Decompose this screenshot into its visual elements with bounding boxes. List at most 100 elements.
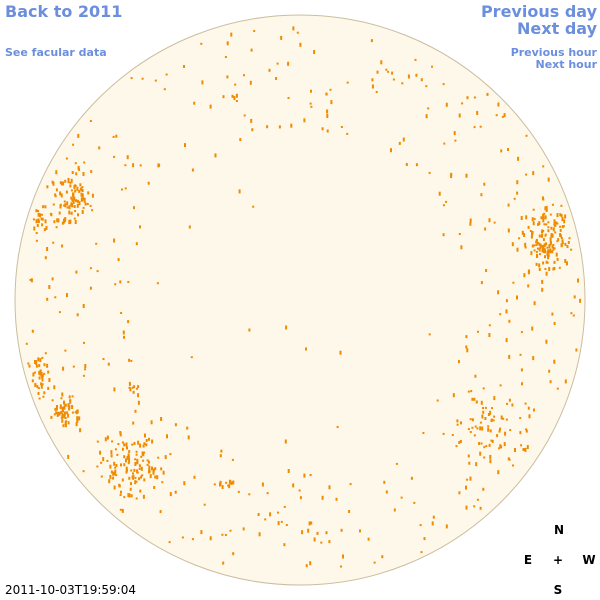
facula [546,261,549,264]
facula [35,209,38,213]
facula [495,114,498,117]
facula [135,242,138,246]
facula [110,450,113,455]
facula [35,362,38,365]
facula [551,250,554,254]
previous-day-link[interactable]: Previous day [481,2,598,21]
facula [467,428,470,431]
facula [505,338,508,343]
facula [310,521,313,525]
facula [428,333,431,336]
facula [540,216,543,220]
facula [536,247,539,250]
facula [52,241,55,244]
facula [40,382,43,386]
facula [544,206,547,211]
facula [520,368,523,372]
facula [479,451,482,456]
facula [479,426,482,431]
facula [60,416,63,419]
facula [542,165,545,168]
facula [43,391,46,395]
facula [98,146,101,150]
facula [128,458,131,463]
facula [483,446,486,449]
facula [157,456,160,459]
facula [558,266,561,269]
facula [34,371,36,374]
facula [127,493,130,498]
facula [548,244,551,246]
facula [545,242,548,246]
facula [68,205,71,210]
facula [219,454,222,458]
facula [37,392,40,395]
facula [373,561,376,564]
previous-hour-link[interactable]: Previous hour [511,46,598,59]
facula [469,476,472,481]
facula [237,490,240,493]
facula [226,41,229,46]
facula [454,139,457,142]
facula [546,252,549,256]
facula [116,453,119,456]
facula [203,503,206,506]
facular-data-link[interactable]: See facular data [5,46,107,59]
facula [61,392,64,397]
facula [456,419,459,423]
facula [37,212,40,217]
facula [535,262,538,266]
facula [226,75,229,79]
facula [73,205,76,208]
facula [35,232,38,234]
facula [549,380,552,384]
facula [283,543,286,547]
facula [553,322,556,325]
facula [438,191,441,196]
facula [525,134,528,137]
facula [489,459,492,464]
facula [292,26,295,31]
facula [84,368,86,371]
facula [487,425,490,428]
facula [152,468,155,473]
facula [56,412,59,417]
facula [556,222,559,225]
facula [82,206,85,209]
facula [264,518,267,521]
facula [25,342,28,345]
facula [443,142,446,145]
facula [499,444,502,449]
facula [482,407,484,409]
facula [519,417,522,420]
facula [539,244,542,249]
facula [69,184,72,188]
back-link[interactable]: Back to 2011 [5,2,122,21]
facula [79,428,82,433]
facula [151,466,153,471]
facula [132,421,135,425]
facula [349,483,352,486]
facula [31,329,34,333]
facula [549,241,552,245]
facula [442,204,445,207]
next-day-link[interactable]: Next day [517,19,598,38]
facula [123,463,126,467]
facula [340,528,343,532]
facula [549,213,552,216]
facula [385,68,388,71]
facula [115,474,118,477]
facula [371,78,374,82]
facula [145,439,148,442]
facula [525,429,528,433]
next-hour-link[interactable]: Next hour [536,58,598,71]
facula [564,259,567,263]
facula [544,268,547,270]
facula [161,481,164,484]
facula [371,84,374,89]
facula [55,226,58,229]
facula [137,385,140,389]
facula [234,83,237,86]
facula [34,384,37,387]
facula [63,405,66,410]
